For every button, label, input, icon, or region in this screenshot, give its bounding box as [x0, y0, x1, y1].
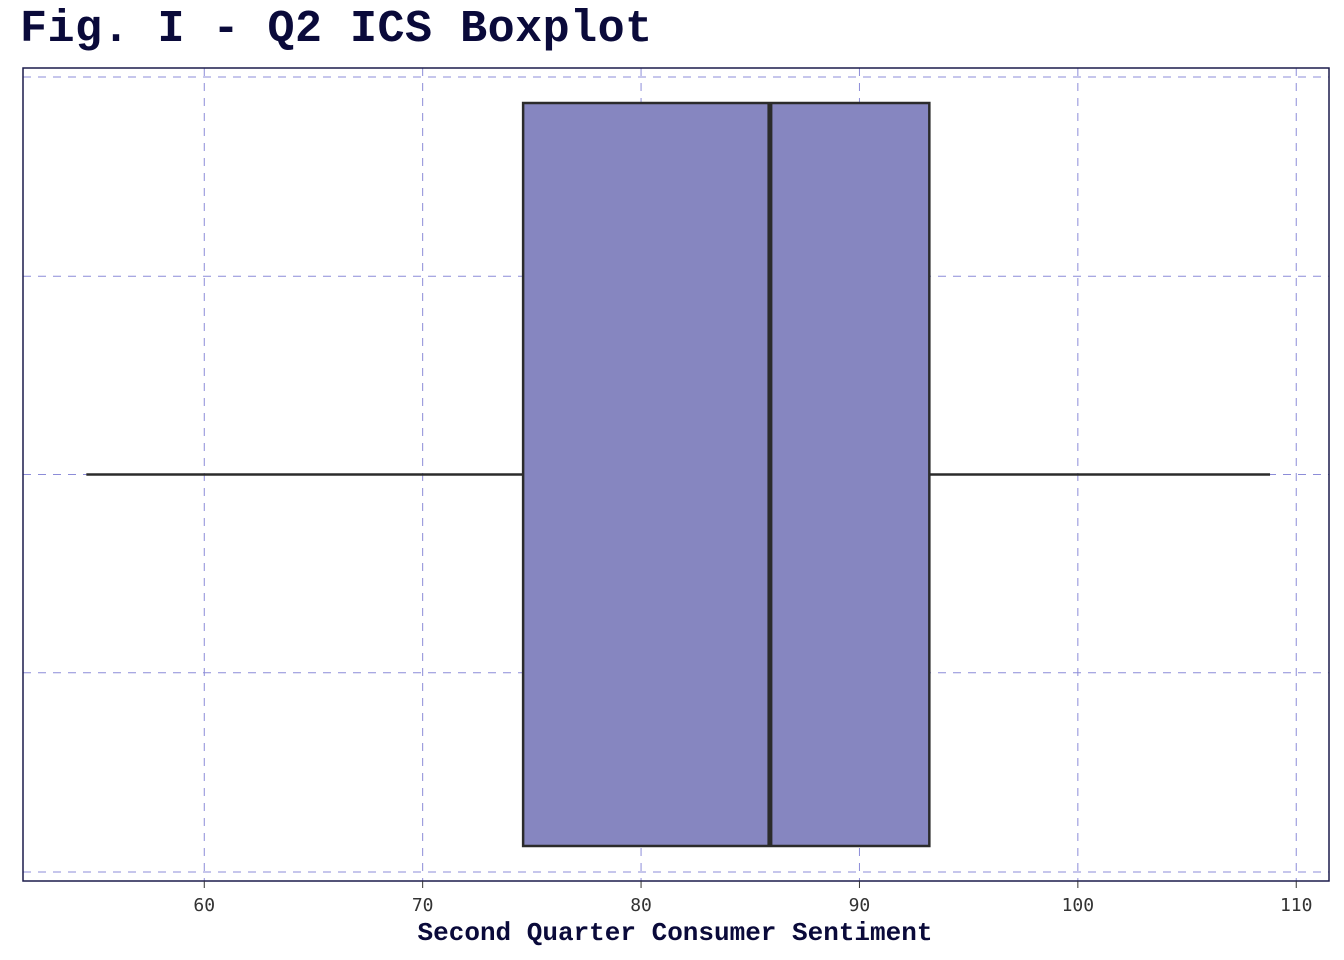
x-tick-label-90: 90 [849, 895, 871, 916]
x-axis-title: Second Quarter Consumer Sentiment [418, 918, 933, 948]
x-axis-ticks: 60 70 80 90 100 110 [193, 881, 1312, 916]
x-tick-label-80: 80 [630, 895, 652, 916]
box [521, 101, 931, 848]
x-tick-label-70: 70 [412, 895, 434, 916]
plot-frame [22, 67, 1330, 882]
x-tick-label-60: 60 [193, 895, 215, 916]
x-tick-label-110: 110 [1280, 895, 1313, 916]
chart-title: Fig. I - Q2 ICS Boxplot [20, 4, 653, 55]
x-tick-label-100: 100 [1062, 895, 1095, 916]
box-iqr [521, 101, 931, 848]
